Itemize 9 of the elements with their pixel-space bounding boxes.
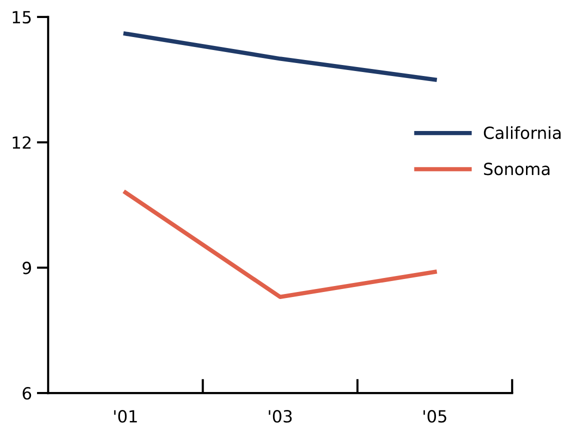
y-tick-label: 9: [22, 262, 31, 274]
legend-label: Sonoma: [484, 162, 550, 176]
y-tick-label: 6: [22, 387, 32, 400]
legend-label: California: [484, 126, 561, 140]
y-tick-label: 12: [12, 136, 30, 149]
x-tick-label: '05: [424, 410, 446, 423]
y-tick-label: 15: [12, 11, 31, 24]
x-tick-label: '03: [268, 410, 292, 423]
x-tick-label: '01: [114, 410, 137, 423]
